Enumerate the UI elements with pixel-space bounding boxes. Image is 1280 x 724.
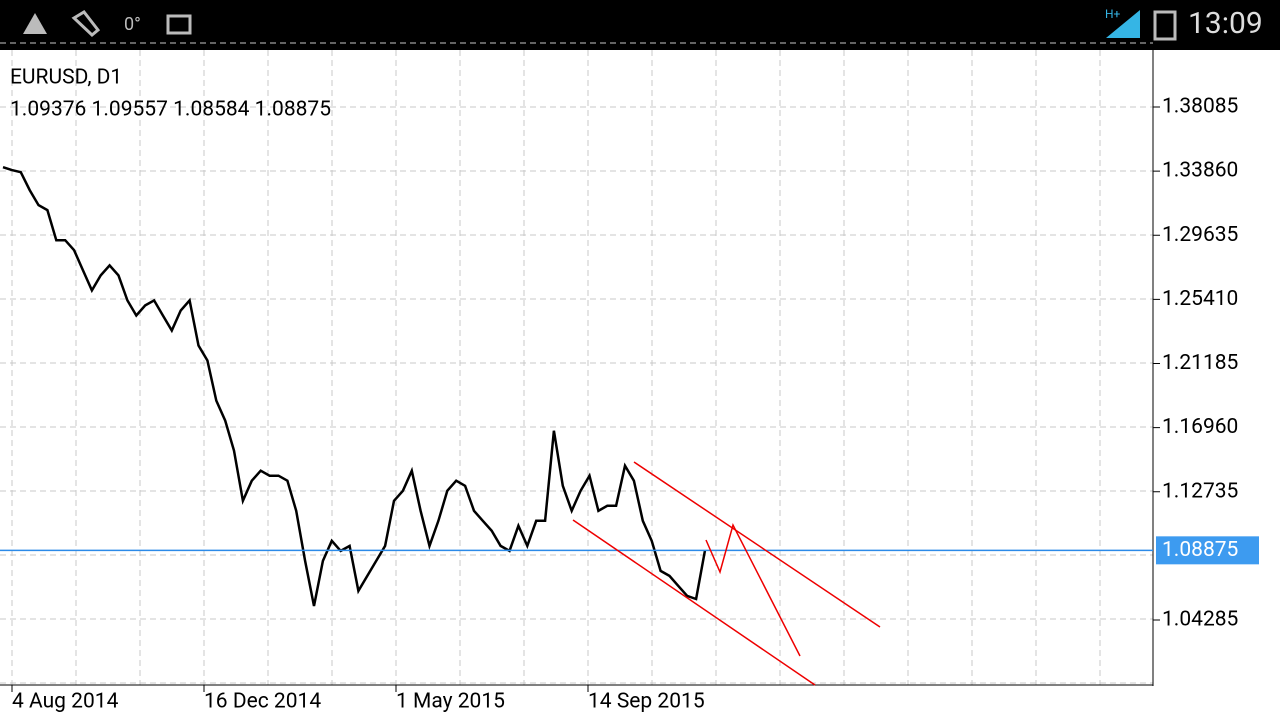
price-label: 1.21185 <box>1162 351 1238 375</box>
phone-icon <box>71 10 101 38</box>
signal-icon <box>1106 10 1140 38</box>
price-label: 1.29635 <box>1162 223 1238 247</box>
price-label: 1.33860 <box>1162 159 1238 183</box>
current-price-box <box>1156 536 1259 565</box>
symbol: EURUSD, D1 <box>10 66 122 90</box>
price-label: 1.04285 <box>1162 608 1238 632</box>
price-label: 1.16960 <box>1162 415 1238 439</box>
price-line <box>2 166 707 607</box>
network-type: H+ <box>1105 7 1121 21</box>
current-price-label: 1.08875 <box>1162 538 1238 562</box>
briefcase-icon <box>166 14 192 35</box>
ohlc: 1.09376 1.09557 1.08584 1.08875 <box>10 98 331 122</box>
price-label: 1.38085 <box>1162 95 1238 119</box>
temperature: 0° <box>124 14 141 35</box>
date-label: 16 Dec 2014 <box>204 690 321 714</box>
plot <box>0 166 1153 607</box>
forecast-path <box>705 522 801 657</box>
date-label: 14 Sep 2015 <box>588 690 705 714</box>
warning-icon <box>23 13 47 34</box>
battery-icon <box>1153 10 1177 41</box>
date-label: 4 Aug 2014 <box>12 690 119 714</box>
date-label: 1 May 2015 <box>396 690 505 714</box>
channel-upper <box>633 461 881 628</box>
channel-lower <box>572 519 816 686</box>
grid <box>0 42 1160 692</box>
price-label: 1.25410 <box>1162 287 1238 311</box>
status-bar <box>0 0 1280 50</box>
price-label: 1.12735 <box>1162 479 1238 503</box>
clock: 13:09 <box>1188 6 1263 41</box>
